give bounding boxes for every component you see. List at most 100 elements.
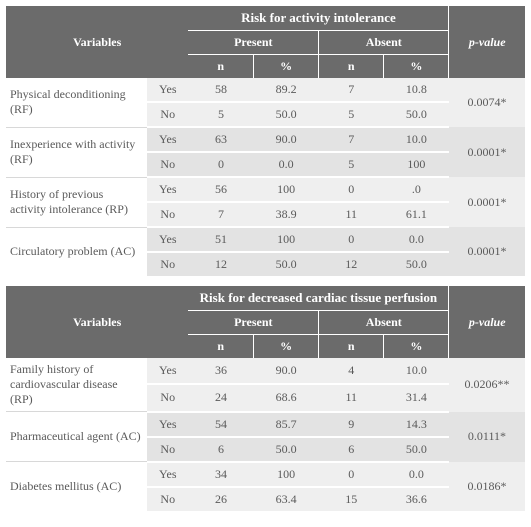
- no-label: No: [147, 487, 188, 511]
- cell-pct: 89.2: [254, 78, 319, 102]
- hdr-n: n: [319, 55, 384, 79]
- cell-n: 7: [188, 202, 253, 227]
- hdr-variables: Variables: [6, 6, 188, 78]
- no-label: No: [147, 384, 188, 411]
- hdr-present: Present: [188, 311, 318, 335]
- cell-pct: 0.0: [384, 227, 449, 252]
- hdr-present: Present: [188, 31, 318, 55]
- table-row: Pharmaceutical agent (AC) Yes 54 85.7 9 …: [6, 412, 525, 437]
- cell-pct: 50.0: [254, 102, 319, 127]
- cell-pct: 61.1: [384, 202, 449, 227]
- cell-n: 11: [319, 202, 384, 227]
- cell-pct: 36.6: [384, 487, 449, 511]
- cell-pct: 68.6: [254, 384, 319, 411]
- cell-n: 6: [319, 437, 384, 462]
- hdr-pct: %: [384, 335, 449, 359]
- cell-n: 0: [319, 462, 384, 487]
- cell-pct: 38.9: [254, 202, 319, 227]
- cell-pct: 10.8: [384, 78, 449, 102]
- cell-n: 5: [319, 102, 384, 127]
- pvalue: 0.0186*: [449, 462, 525, 511]
- cell-n: 54: [188, 412, 253, 437]
- hdr-pct: %: [254, 55, 319, 79]
- cell-n: 24: [188, 384, 253, 411]
- yes-label: Yes: [147, 462, 188, 487]
- cell-pct: 100: [254, 227, 319, 252]
- variable-label: Pharmaceutical agent (AC): [6, 412, 147, 462]
- cell-n: 12: [188, 252, 253, 276]
- cell-n: 7: [319, 78, 384, 102]
- yes-label: Yes: [147, 78, 188, 102]
- cell-n: 0: [319, 177, 384, 202]
- risk-table-1: Variables Risk for activity intolerance …: [6, 6, 525, 276]
- cell-n: 9: [319, 412, 384, 437]
- no-label: No: [147, 437, 188, 462]
- hdr-absent: Absent: [319, 311, 449, 335]
- cell-n: 63: [188, 127, 253, 152]
- no-label: No: [147, 102, 188, 127]
- yes-label: Yes: [147, 412, 188, 437]
- variable-label: Diabetes mellitus (AC): [6, 462, 147, 511]
- cell-pct: 50.0: [384, 102, 449, 127]
- pvalue: 0.0001*: [449, 227, 525, 276]
- table-row: Inexperience with activity (RF) Yes 63 9…: [6, 127, 525, 152]
- cell-n: 15: [319, 487, 384, 511]
- cell-n: 36: [188, 358, 253, 384]
- no-label: No: [147, 202, 188, 227]
- hdr-n: n: [319, 335, 384, 359]
- hdr-pct: %: [254, 335, 319, 359]
- hdr-pct: %: [384, 55, 449, 79]
- cell-n: 12: [319, 252, 384, 276]
- variable-label: Circulatory problem (AC): [6, 227, 147, 276]
- cell-n: 11: [319, 384, 384, 411]
- cell-n: 58: [188, 78, 253, 102]
- cell-pct: 100: [254, 177, 319, 202]
- variable-label: Inexperience with activity (RF): [6, 127, 147, 177]
- cell-n: 5: [188, 102, 253, 127]
- yes-label: Yes: [147, 127, 188, 152]
- hdr-n: n: [188, 335, 253, 359]
- cell-n: 5: [319, 152, 384, 177]
- cell-pct: 14.3: [384, 412, 449, 437]
- cell-n: 6: [188, 437, 253, 462]
- cell-n: 34: [188, 462, 253, 487]
- hdr-risk-title: Risk for decreased cardiac tissue perfus…: [188, 286, 449, 311]
- hdr-risk-title: Risk for activity intolerance: [188, 6, 449, 31]
- table-row: Diabetes mellitus (AC) Yes 34 100 0 0.0 …: [6, 462, 525, 487]
- cell-pct: 50.0: [254, 437, 319, 462]
- hdr-n: n: [188, 55, 253, 79]
- table-row: Circulatory problem (AC) Yes 51 100 0 0.…: [6, 227, 525, 252]
- cell-pct: .0: [384, 177, 449, 202]
- cell-pct: 90.0: [254, 127, 319, 152]
- cell-pct: 90.0: [254, 358, 319, 384]
- pvalue: 0.0111*: [449, 412, 525, 462]
- cell-pct: 63.4: [254, 487, 319, 511]
- cell-n: 0: [188, 152, 253, 177]
- pvalue: 0.0001*: [449, 127, 525, 177]
- cell-n: 26: [188, 487, 253, 511]
- hdr-pvalue: p-value: [449, 286, 525, 358]
- cell-pct: 85.7: [254, 412, 319, 437]
- variable-label: History of previous activity intolerance…: [6, 177, 147, 227]
- cell-n: 51: [188, 227, 253, 252]
- hdr-variables: Variables: [6, 286, 188, 358]
- table-row: Family history of cardiovascular disease…: [6, 358, 525, 384]
- cell-pct: 10.0: [384, 127, 449, 152]
- variable-label: Family history of cardiovascular disease…: [6, 358, 147, 412]
- cell-pct: 50.0: [384, 437, 449, 462]
- hdr-absent: Absent: [319, 31, 449, 55]
- pvalue: 0.0206**: [449, 358, 525, 412]
- cell-n: 0: [319, 227, 384, 252]
- yes-label: Yes: [147, 177, 188, 202]
- cell-pct: 50.0: [254, 252, 319, 276]
- table-row: History of previous activity intolerance…: [6, 177, 525, 202]
- no-label: No: [147, 152, 188, 177]
- yes-label: Yes: [147, 358, 188, 384]
- variable-label: Physical deconditioning (RF): [6, 78, 147, 127]
- pvalue: 0.0074*: [449, 78, 525, 127]
- cell-pct: 0.0: [384, 462, 449, 487]
- cell-pct: 50.0: [384, 252, 449, 276]
- cell-pct: 100: [384, 152, 449, 177]
- cell-pct: 100: [254, 462, 319, 487]
- table-row: Physical deconditioning (RF) Yes 58 89.2…: [6, 78, 525, 102]
